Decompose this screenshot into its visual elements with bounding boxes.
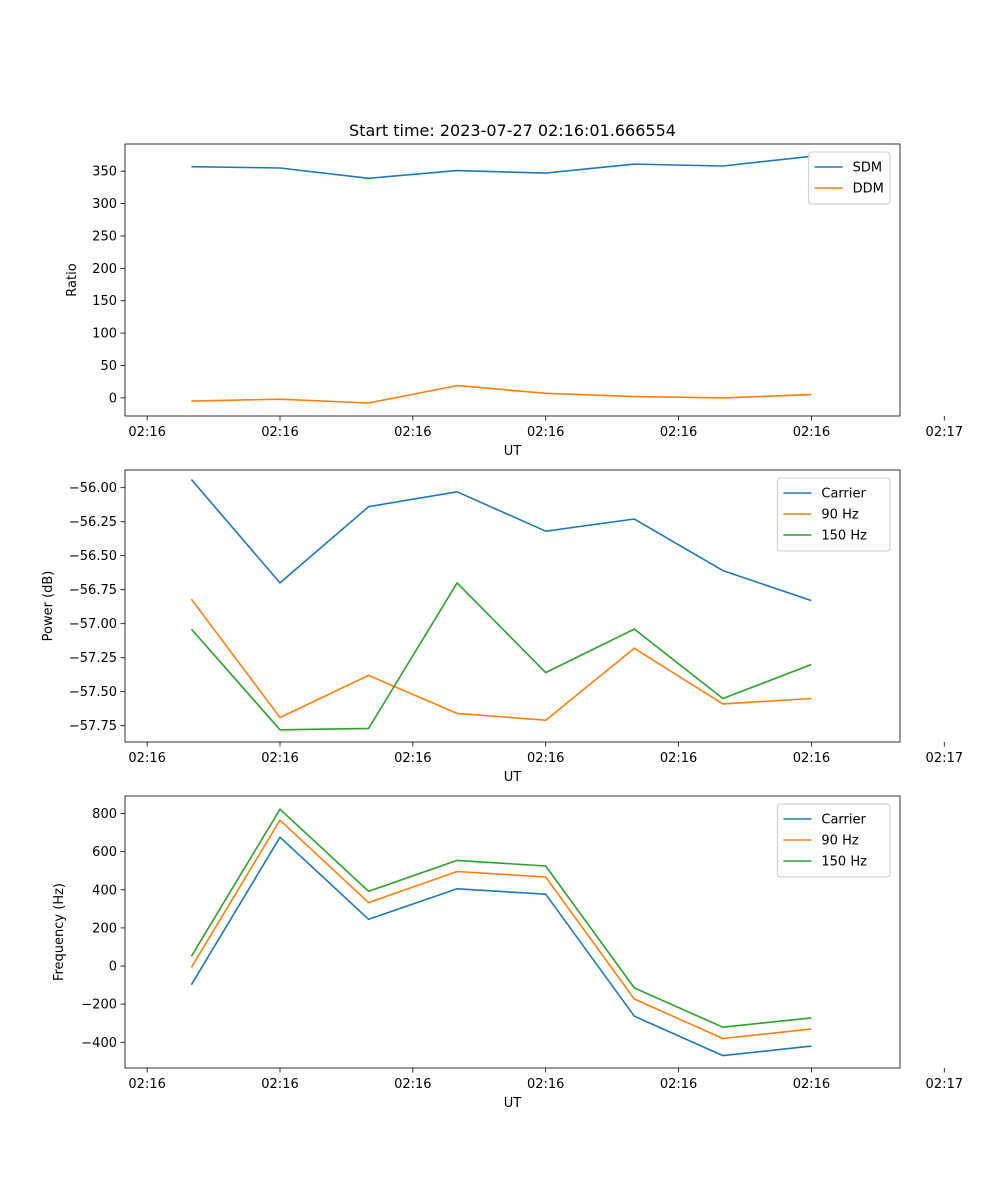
y-axis-label: Power (dB) (41, 571, 56, 642)
series-line-ddm (191, 384, 812, 404)
chart-1: 02:16 02:16 02:16 02:16 02:16 02:16 02:17 0 50 10… (65, 143, 963, 459)
x-tick-label: 02:16 (793, 1077, 830, 1092)
axes-frame (124, 143, 901, 417)
legend-box (776, 803, 891, 878)
x-tick-label: 02:17 (926, 1077, 963, 1092)
series-line-150-hz (190, 808, 812, 1028)
x-axis-label: UT (504, 1096, 522, 1111)
series-line-150-hz (190, 582, 812, 731)
legend-label: Carrier (821, 813, 866, 828)
legend-box (776, 477, 891, 552)
y-axis-label: Frequency (Hz) (52, 883, 67, 981)
y-tick-label: −200 (81, 998, 117, 1013)
y-tick-label: −56.50 (69, 549, 117, 564)
y-tick-label: −400 (81, 1036, 117, 1051)
chart-2: 02:16 02:16 02:16 02:16 02:16 02:16 02:17 −56.0… (41, 469, 963, 785)
x-axis-label: UT (504, 770, 522, 785)
chart-3: 02:16 02:16 02:16 02:16 02:16 02:16 02:17 800 60… (52, 795, 963, 1111)
axes-frame (124, 795, 901, 1069)
legend-label: 150 Hz (821, 529, 867, 544)
x-tick-label: 02:16 (793, 425, 830, 440)
y-tick-label: 150 (92, 294, 117, 309)
y-tick-label: 250 (92, 229, 117, 244)
series-line-90-hz (190, 598, 812, 722)
x-tick-label: 02:16 (261, 425, 298, 440)
x-tick-label: 02:16 (660, 751, 697, 766)
x-tick-label: 02:16 (527, 425, 564, 440)
legend-label: 90 Hz (821, 508, 858, 523)
series-line-sdm (191, 155, 812, 180)
y-tick-label: 600 (92, 845, 117, 860)
legend: Carrier 90 Hz 150 Hz (776, 803, 891, 878)
y-tick-label: 300 (92, 197, 117, 212)
y-tick-label: 0 (109, 391, 117, 406)
y-tick-label: 100 (92, 327, 117, 342)
x-tick-label: 02:16 (793, 751, 830, 766)
axes-frame (124, 469, 901, 743)
y-tick-label: 350 (92, 165, 117, 180)
y-tick-label: 0 (109, 960, 117, 975)
y-tick-label: −56.25 (69, 515, 117, 530)
y-tick-label: −57.25 (69, 651, 117, 666)
x-tick-label: 02:16 (527, 751, 564, 766)
y-tick-label: 200 (92, 921, 117, 936)
legend-label: 150 Hz (821, 855, 867, 870)
legend-label: Carrier (821, 487, 866, 502)
y-axis-label: Ratio (65, 263, 80, 296)
y-tick-label: −57.00 (69, 617, 117, 632)
y-tick-label: 50 (100, 359, 117, 374)
series-line-90-hz (190, 819, 812, 1040)
series-line-carrier (190, 836, 812, 1057)
y-tick-label: 400 (92, 883, 117, 898)
figure-title: Start time: 2023-07-27 02:16:01.666554 (349, 121, 676, 140)
legend-label: SDM (853, 161, 882, 176)
y-tick-label: 800 (92, 807, 117, 822)
legend-label: DDM (853, 182, 884, 197)
x-tick-label: 02:16 (394, 1077, 431, 1092)
x-tick-label: 02:16 (128, 425, 165, 440)
x-tick-label: 02:17 (926, 425, 963, 440)
y-tick-label: −57.50 (69, 685, 117, 700)
legend: Carrier 90 Hz 150 Hz (776, 477, 891, 552)
series-line-carrier (190, 478, 812, 602)
x-tick-label: 02:16 (394, 425, 431, 440)
x-tick-label: 02:17 (926, 751, 963, 766)
legend: SDM DDM (808, 151, 891, 205)
y-tick-label: −57.75 (69, 719, 117, 734)
x-tick-label: 02:16 (128, 751, 165, 766)
x-axis-label: UT (504, 444, 522, 459)
x-tick-label: 02:16 (527, 1077, 564, 1092)
x-tick-label: 02:16 (394, 751, 431, 766)
x-tick-label: 02:16 (261, 751, 298, 766)
y-tick-label: −56.75 (69, 583, 117, 598)
y-tick-label: 200 (92, 262, 117, 277)
legend-box (808, 151, 891, 205)
y-tick-label: −56.00 (69, 481, 117, 496)
x-tick-label: 02:16 (660, 1077, 697, 1092)
x-tick-label: 02:16 (660, 425, 697, 440)
legend-label: 90 Hz (821, 834, 858, 849)
x-tick-label: 02:16 (128, 1077, 165, 1092)
x-tick-label: 02:16 (261, 1077, 298, 1092)
